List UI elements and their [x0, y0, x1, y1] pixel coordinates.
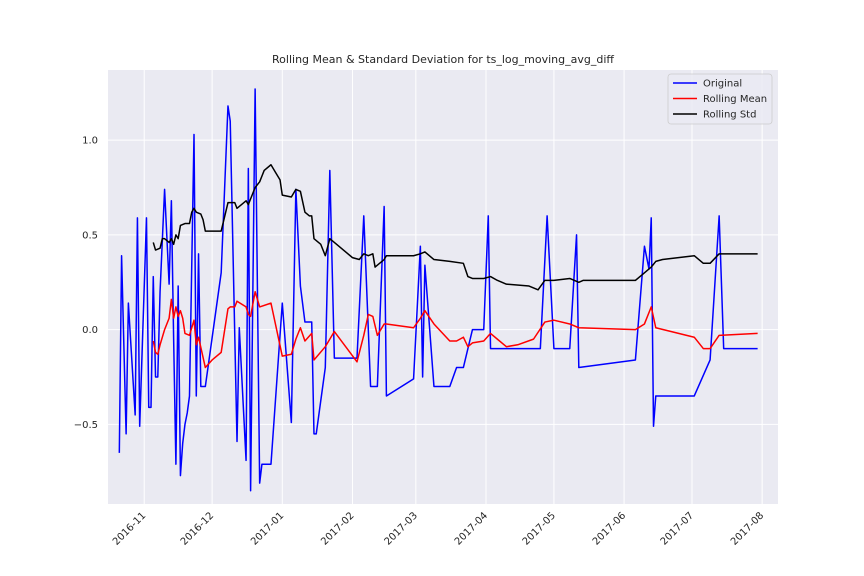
legend-label: Rolling Mean	[703, 94, 767, 105]
series-line-rolling-std	[152, 164, 758, 291]
y-tick-label: 1.0	[82, 136, 98, 147]
series-lines	[118, 88, 758, 492]
legend-box	[667, 73, 773, 125]
y-tick-label: −0.5	[74, 420, 98, 431]
y-axis-ticks: −0.5 0.0 0.5 1.0	[74, 136, 98, 431]
legend: Original Rolling Mean Rolling Std	[667, 73, 773, 125]
y-tick-label: 0.5	[82, 230, 98, 241]
legend-label: Rolling Std	[703, 110, 756, 121]
legend-label: Original	[703, 79, 742, 90]
series-line-original	[118, 88, 758, 492]
y-tick-label: 0.0	[82, 325, 98, 336]
chart-title: Rolling Mean & Standard Deviation for ts…	[272, 53, 614, 66]
series-line-rolling-mean	[152, 290, 758, 369]
plot-area	[108, 70, 778, 504]
